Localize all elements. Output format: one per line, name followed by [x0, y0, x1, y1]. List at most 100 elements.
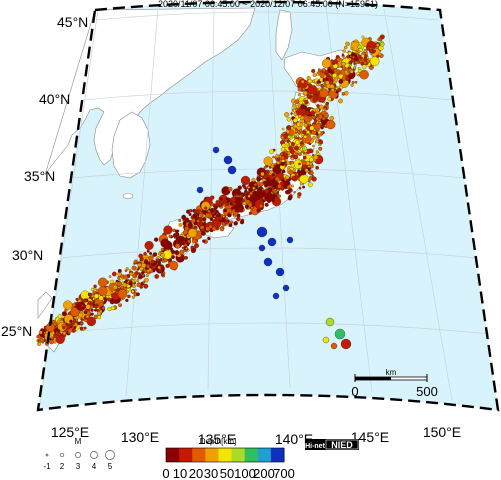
earthquake-marker	[37, 342, 42, 346]
earthquake-marker	[298, 162, 301, 166]
earthquake-marker	[289, 129, 295, 135]
earthquake-marker	[108, 275, 112, 278]
earthquake-marker	[74, 322, 78, 326]
earthquake-marker	[344, 69, 348, 74]
earthquake-marker	[53, 340, 57, 344]
earthquake-marker	[79, 326, 84, 331]
depth-color-swatch	[192, 448, 206, 462]
earthquake-marker	[321, 120, 325, 125]
earthquake-marker	[141, 274, 145, 277]
earthquake-marker	[282, 284, 290, 292]
earthquake-marker	[154, 274, 160, 279]
earthquake-marker	[290, 184, 294, 188]
earthquake-marker	[90, 287, 94, 291]
earthquake-marker	[295, 140, 300, 145]
earthquake-marker	[127, 294, 131, 299]
earthquake-marker	[181, 242, 185, 246]
earthquake-marker	[312, 144, 315, 148]
earthquake-marker	[148, 267, 152, 272]
earthquake-marker	[354, 64, 357, 67]
earthquake-marker	[80, 322, 83, 325]
earthquake-marker	[313, 122, 317, 125]
earthquake-marker	[184, 255, 188, 260]
earthquake-marker	[226, 199, 231, 203]
earthquake-marker	[315, 128, 320, 132]
earthquake-marker	[188, 212, 192, 217]
earthquake-marker	[331, 61, 336, 65]
earthquake-marker	[368, 48, 373, 53]
earthquake-marker	[321, 58, 332, 69]
earthquake-marker	[149, 251, 153, 256]
earthquake-marker	[202, 239, 206, 243]
earthquake-marker	[155, 258, 160, 262]
earthquake-marker	[299, 122, 304, 127]
earthquake-marker	[357, 44, 362, 49]
earthquake-marker	[372, 49, 377, 53]
earthquake-marker	[233, 221, 238, 226]
earthquake-marker	[236, 213, 241, 218]
earthquake-marker	[308, 85, 318, 96]
earthquake-marker	[302, 130, 307, 135]
map-title: 2020/11/07 06:45:00 ~ 2020/12/07 06:45:0…	[158, 0, 378, 9]
earthquake-marker	[97, 286, 108, 296]
magnitude-label-m4: 4	[92, 462, 97, 471]
lon-label-150: 150°E	[423, 424, 461, 440]
depth-color-swatch	[231, 448, 246, 462]
earthquake-marker	[225, 202, 230, 207]
earthquake-marker	[298, 186, 302, 190]
earthquake-marker	[238, 198, 243, 202]
earthquake-marker	[313, 154, 319, 160]
earthquake-marker	[227, 165, 237, 175]
earthquake-marker	[304, 168, 309, 173]
earthquake-marker	[53, 333, 58, 338]
earthquake-marker	[85, 304, 91, 310]
earthquake-marker	[277, 184, 282, 189]
earthquake-marker	[317, 70, 322, 75]
earthquake-marker	[117, 268, 122, 273]
earthquake-marker	[303, 98, 307, 101]
earthquake-marker	[280, 161, 285, 167]
scale-start-label: 0	[351, 384, 358, 399]
earthquake-marker	[298, 100, 303, 105]
earthquake-marker	[317, 130, 322, 135]
earthquake-marker	[215, 216, 220, 221]
earthquake-marker	[358, 58, 361, 62]
earthquake-marker	[361, 35, 365, 39]
earthquake-marker	[350, 83, 354, 87]
earthquake-marker	[180, 236, 184, 240]
earthquake-marker	[144, 240, 154, 251]
earthquake-marker	[160, 273, 165, 277]
earthquake-marker	[157, 265, 161, 270]
earthquake-marker	[271, 186, 275, 190]
earthquake-marker	[286, 185, 290, 189]
earthquake-marker	[132, 284, 136, 288]
earthquake-marker	[229, 220, 234, 224]
earthquake-marker	[84, 308, 88, 313]
earthquake-marker	[75, 297, 79, 301]
earthquake-marker	[160, 238, 170, 248]
earthquake-marker	[302, 146, 308, 152]
earthquake-marker	[268, 174, 274, 180]
earthquake-marker	[275, 192, 279, 196]
earthquake-marker	[281, 127, 285, 131]
earthquake-marker	[264, 183, 268, 188]
earthquake-marker	[219, 197, 223, 201]
earthquake-marker	[259, 182, 264, 187]
earthquake-marker	[252, 186, 256, 190]
earthquake-marker	[290, 163, 295, 168]
earthquake-marker	[69, 319, 73, 323]
earthquake-marker	[357, 50, 361, 53]
earthquake-marker	[280, 155, 285, 161]
earthquake-marker	[284, 158, 288, 162]
earthquake-marker	[369, 56, 380, 67]
lon-label-140: 140°E	[275, 431, 313, 447]
earthquake-marker	[115, 279, 119, 283]
earthquake-marker	[250, 206, 254, 210]
earthquake-marker	[312, 115, 316, 120]
earthquake-marker	[244, 187, 248, 190]
earthquake-marker	[148, 255, 154, 261]
depth-label-50: 50	[220, 466, 234, 480]
earthquake-marker	[124, 269, 128, 273]
earthquake-marker	[107, 306, 112, 312]
earthquake-marker	[316, 80, 321, 84]
